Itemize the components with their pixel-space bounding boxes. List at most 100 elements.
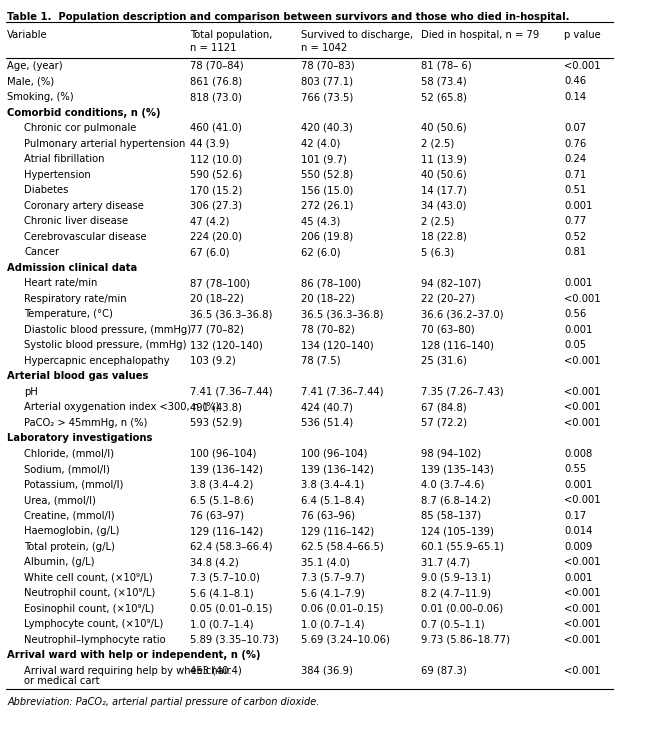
Text: n = 1042: n = 1042 bbox=[300, 43, 347, 53]
Text: 62.5 (58.4–66.5): 62.5 (58.4–66.5) bbox=[300, 542, 383, 551]
Text: 420 (40.3): 420 (40.3) bbox=[300, 123, 353, 133]
Text: Haemoglobin, (g/L): Haemoglobin, (g/L) bbox=[24, 526, 120, 536]
Text: Potassium, (mmol/l): Potassium, (mmol/l) bbox=[24, 480, 123, 489]
Text: 5 (6.3): 5 (6.3) bbox=[421, 247, 454, 257]
Text: Cancer: Cancer bbox=[24, 247, 59, 257]
Text: 7.41 (7.36–7.44): 7.41 (7.36–7.44) bbox=[189, 387, 272, 396]
Text: 224 (20.0): 224 (20.0) bbox=[189, 232, 242, 241]
Text: 128 (116–140): 128 (116–140) bbox=[421, 340, 494, 350]
Text: 453 (40.4): 453 (40.4) bbox=[189, 666, 242, 675]
Text: 36.5 (36.3–36.8): 36.5 (36.3–36.8) bbox=[189, 309, 272, 319]
Text: 0.008: 0.008 bbox=[564, 449, 593, 458]
Text: 0.001: 0.001 bbox=[564, 278, 593, 288]
Text: Comorbid conditions, n (%): Comorbid conditions, n (%) bbox=[7, 108, 161, 117]
Text: 103 (9.2): 103 (9.2) bbox=[189, 356, 235, 365]
Text: 11 (13.9): 11 (13.9) bbox=[421, 154, 467, 164]
Text: Arrival ward with help or independent, n (%): Arrival ward with help or independent, n… bbox=[7, 650, 261, 660]
Text: <0.001: <0.001 bbox=[564, 402, 601, 412]
Text: 22 (20–27): 22 (20–27) bbox=[421, 294, 475, 303]
Text: 34 (43.0): 34 (43.0) bbox=[421, 201, 466, 210]
Text: 2 (2.5): 2 (2.5) bbox=[421, 139, 454, 148]
Text: Lymphocyte count, (×10⁹/L): Lymphocyte count, (×10⁹/L) bbox=[24, 619, 163, 629]
Text: 272 (26.1): 272 (26.1) bbox=[300, 201, 353, 210]
Text: p value: p value bbox=[564, 30, 601, 40]
Text: <0.001: <0.001 bbox=[564, 294, 601, 303]
Text: 0.01 (0.00–0.06): 0.01 (0.00–0.06) bbox=[421, 604, 503, 613]
Text: 78 (70–83): 78 (70–83) bbox=[300, 61, 354, 71]
Text: 100 (96–104): 100 (96–104) bbox=[300, 449, 367, 458]
Text: Chronic liver disease: Chronic liver disease bbox=[24, 216, 128, 226]
Text: 7.3 (5.7–9.7): 7.3 (5.7–9.7) bbox=[300, 573, 365, 582]
Text: 5.6 (4.1–7.9): 5.6 (4.1–7.9) bbox=[300, 588, 365, 598]
Text: 87 (78–100): 87 (78–100) bbox=[189, 278, 250, 288]
Text: 8.7 (6.8–14.2): 8.7 (6.8–14.2) bbox=[421, 495, 491, 505]
Text: 94 (82–107): 94 (82–107) bbox=[421, 278, 481, 288]
Text: 34.8 (4.2): 34.8 (4.2) bbox=[189, 557, 238, 567]
Text: 0.52: 0.52 bbox=[564, 232, 587, 241]
Text: 18 (22.8): 18 (22.8) bbox=[421, 232, 466, 241]
Text: Admission clinical data: Admission clinical data bbox=[7, 263, 138, 272]
Text: 36.6 (36.2–37.0): 36.6 (36.2–37.0) bbox=[421, 309, 503, 319]
Text: 0.76: 0.76 bbox=[564, 139, 587, 148]
Text: Total population,: Total population, bbox=[189, 30, 272, 40]
Text: 2 (2.5): 2 (2.5) bbox=[421, 216, 454, 226]
Text: 77 (70–82): 77 (70–82) bbox=[189, 325, 244, 334]
Text: 9.73 (5.86–18.77): 9.73 (5.86–18.77) bbox=[421, 635, 510, 644]
Text: 0.17: 0.17 bbox=[564, 511, 587, 520]
Text: <0.001: <0.001 bbox=[564, 387, 601, 396]
Text: 0.06 (0.01–0.15): 0.06 (0.01–0.15) bbox=[300, 604, 383, 613]
Text: 42 (4.0): 42 (4.0) bbox=[300, 139, 340, 148]
Text: 550 (52.8): 550 (52.8) bbox=[300, 170, 353, 179]
Text: Coronary artery disease: Coronary artery disease bbox=[24, 201, 144, 210]
Text: Hypertension: Hypertension bbox=[24, 170, 91, 179]
Text: 139 (135–143): 139 (135–143) bbox=[421, 464, 494, 474]
Text: PaCO₂ > 45mmHg, n (%): PaCO₂ > 45mmHg, n (%) bbox=[24, 418, 147, 427]
Text: 593 (52.9): 593 (52.9) bbox=[189, 418, 242, 427]
Text: 0.05: 0.05 bbox=[564, 340, 586, 350]
Text: 76 (63–96): 76 (63–96) bbox=[300, 511, 355, 520]
Text: Abbreviation: PaCO₂, arterial partial pressure of carbon dioxide.: Abbreviation: PaCO₂, arterial partial pr… bbox=[7, 697, 320, 707]
Text: 766 (73.5): 766 (73.5) bbox=[300, 92, 353, 102]
Text: 0.71: 0.71 bbox=[564, 170, 587, 179]
Text: Arterial oxygenation index <300, n (%): Arterial oxygenation index <300, n (%) bbox=[24, 402, 219, 412]
Text: Diabetes: Diabetes bbox=[24, 185, 68, 195]
Text: 139 (136–142): 139 (136–142) bbox=[300, 464, 373, 474]
Text: 6.4 (5.1–8.4): 6.4 (5.1–8.4) bbox=[300, 495, 364, 505]
Text: 590 (52.6): 590 (52.6) bbox=[189, 170, 242, 179]
Text: 206 (19.8): 206 (19.8) bbox=[300, 232, 353, 241]
Text: 67 (84.8): 67 (84.8) bbox=[421, 402, 466, 412]
Text: pH: pH bbox=[24, 387, 37, 396]
Text: 0.46: 0.46 bbox=[564, 77, 586, 86]
Text: 0.07: 0.07 bbox=[564, 123, 586, 133]
Text: 139 (136–142): 139 (136–142) bbox=[189, 464, 262, 474]
Text: <0.001: <0.001 bbox=[564, 635, 601, 644]
Text: White cell count, (×10⁹/L): White cell count, (×10⁹/L) bbox=[24, 573, 153, 582]
Text: <0.001: <0.001 bbox=[564, 604, 601, 613]
Text: 0.014: 0.014 bbox=[564, 526, 593, 536]
Text: Male, (%): Male, (%) bbox=[7, 77, 55, 86]
Text: 44 (3.9): 44 (3.9) bbox=[189, 139, 229, 148]
Text: Variable: Variable bbox=[7, 30, 48, 40]
Text: 25 (31.6): 25 (31.6) bbox=[421, 356, 467, 365]
Text: 0.001: 0.001 bbox=[564, 480, 593, 489]
Text: 0.56: 0.56 bbox=[564, 309, 587, 319]
Text: Age, (year): Age, (year) bbox=[7, 61, 63, 71]
Text: Atrial fibrillation: Atrial fibrillation bbox=[24, 154, 104, 164]
Text: 129 (116–142): 129 (116–142) bbox=[300, 526, 374, 536]
Text: 86 (78–100): 86 (78–100) bbox=[300, 278, 361, 288]
Text: 7.41 (7.36–7.44): 7.41 (7.36–7.44) bbox=[300, 387, 383, 396]
Text: 60.1 (55.9–65.1): 60.1 (55.9–65.1) bbox=[421, 542, 504, 551]
Text: 536 (51.4): 536 (51.4) bbox=[300, 418, 353, 427]
Text: Arrival ward requiring help by wheelchair: Arrival ward requiring help by wheelchai… bbox=[24, 666, 231, 675]
Text: or medical cart: or medical cart bbox=[24, 675, 100, 686]
Text: 40 (50.6): 40 (50.6) bbox=[421, 170, 466, 179]
Text: n = 1121: n = 1121 bbox=[189, 43, 236, 53]
Text: 62.4 (58.3–66.4): 62.4 (58.3–66.4) bbox=[189, 542, 272, 551]
Text: 98 (94–102): 98 (94–102) bbox=[421, 449, 481, 458]
Text: 40 (50.6): 40 (50.6) bbox=[421, 123, 466, 133]
Text: 5.89 (3.35–10.73): 5.89 (3.35–10.73) bbox=[189, 635, 278, 644]
Text: 5.6 (4.1–8.1): 5.6 (4.1–8.1) bbox=[189, 588, 254, 598]
Text: 20 (18–22): 20 (18–22) bbox=[189, 294, 244, 303]
Text: 124 (105–139): 124 (105–139) bbox=[421, 526, 494, 536]
Text: Urea, (mmol/l): Urea, (mmol/l) bbox=[24, 495, 96, 505]
